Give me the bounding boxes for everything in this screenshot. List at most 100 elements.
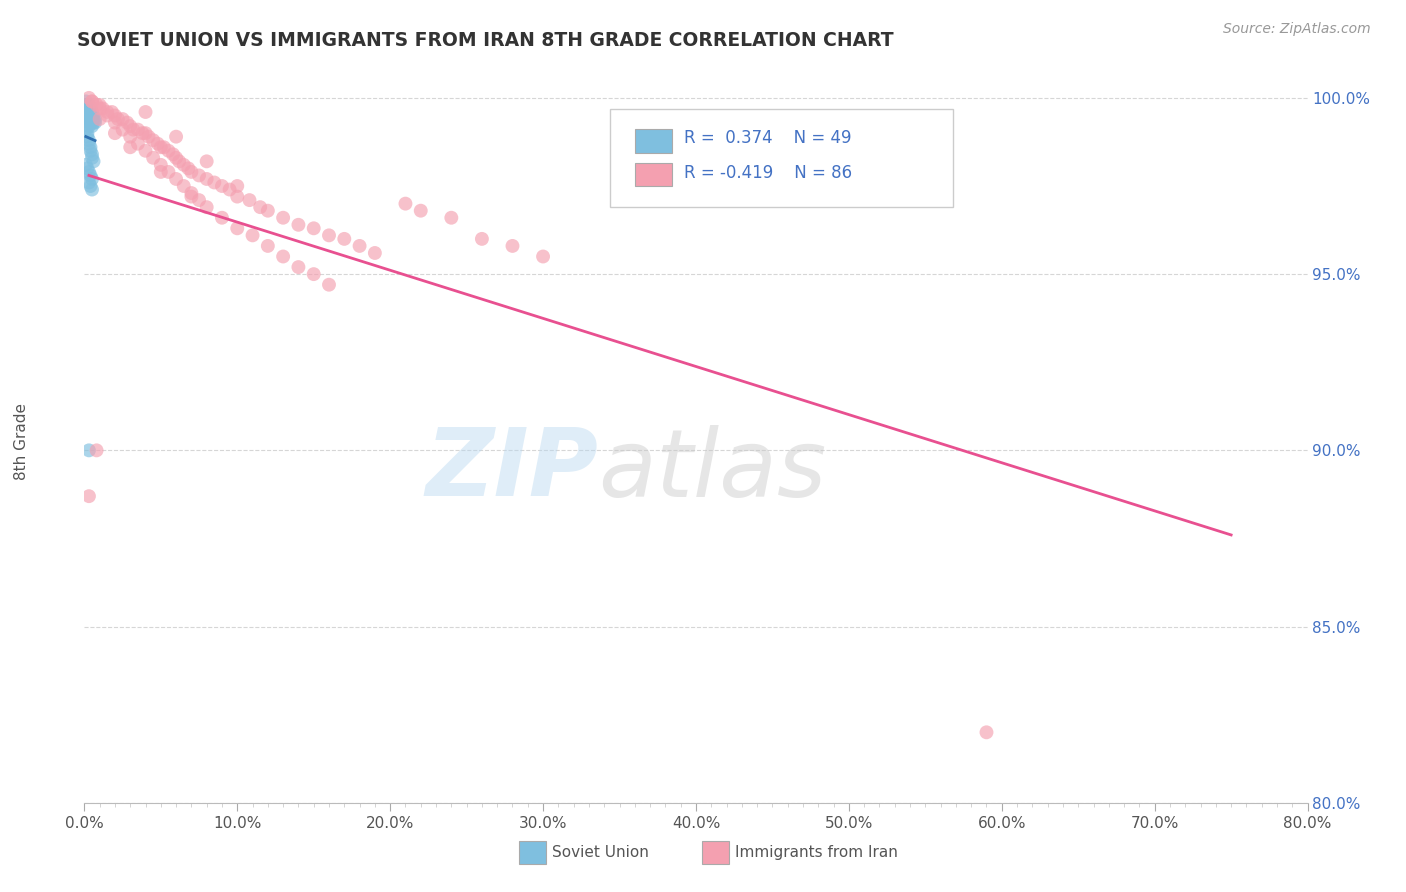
Point (83, 115, 105, 129)
Point (84, 112, 107, 126)
Point (167, 154, 190, 169)
Point (195, 172, 218, 186)
Text: R =  0.374    N = 49: R = 0.374 N = 49 (683, 129, 851, 147)
Point (162, 147, 184, 161)
Point (142, 133, 165, 147)
Point (79, 179, 101, 194)
Point (77, 109, 100, 123)
Point (75, 102, 97, 116)
Point (127, 136, 149, 151)
Point (195, 154, 218, 169)
Point (80, 105, 103, 120)
Point (976, 725, 998, 739)
Point (79, 105, 101, 120)
Point (80, 115, 103, 129)
Point (146, 136, 169, 151)
Point (77, 165, 100, 179)
Point (77, 136, 100, 151)
Point (80, 95, 103, 109)
Point (76, 105, 98, 120)
Point (75, 98, 97, 112)
FancyBboxPatch shape (610, 109, 953, 207)
Point (195, 200, 218, 214)
Point (77, 133, 100, 147)
Point (80, 147, 103, 161)
Point (83, 112, 105, 126)
Point (79, 115, 101, 129)
Point (76, 102, 98, 116)
Point (80, 119, 103, 133)
Point (333, 232, 356, 246)
Point (76, 112, 98, 126)
Text: R = -0.419    N = 86: R = -0.419 N = 86 (683, 164, 852, 182)
Point (80, 182, 103, 196)
Point (77, 119, 100, 133)
Point (149, 165, 172, 179)
Point (76, 98, 98, 112)
Point (101, 105, 124, 120)
Point (83, 154, 105, 169)
Point (80, 151, 103, 165)
Point (84, 115, 107, 129)
Point (157, 165, 180, 179)
Point (89, 112, 111, 126)
Point (177, 161, 200, 176)
Point (79, 102, 101, 116)
Point (77, 489, 100, 503)
Point (471, 232, 494, 246)
Point (135, 144, 157, 158)
Point (79, 169, 101, 183)
Point (76, 109, 98, 123)
Point (287, 218, 309, 232)
Text: Soviet Union: Soviet Union (551, 845, 648, 860)
Point (173, 179, 195, 194)
Point (77, 91, 100, 105)
Point (302, 221, 325, 235)
Point (242, 228, 264, 243)
Point (302, 267, 325, 281)
Point (111, 112, 134, 126)
Point (83, 109, 105, 123)
Point (76, 126, 98, 140)
Point (86, 98, 108, 112)
Point (86, 443, 108, 458)
Point (77, 176, 100, 190)
Point (104, 109, 127, 123)
Text: atlas: atlas (598, 425, 827, 516)
Point (257, 203, 280, 218)
Point (249, 200, 271, 214)
Point (111, 122, 134, 136)
Point (75, 158, 97, 172)
Point (409, 203, 432, 218)
Point (257, 239, 280, 253)
Point (188, 169, 211, 183)
Point (127, 122, 149, 136)
Point (80, 172, 103, 186)
Point (76, 161, 98, 176)
Point (89, 102, 111, 116)
Point (135, 126, 157, 140)
Point (96, 109, 118, 123)
Point (104, 126, 127, 140)
Point (188, 193, 211, 207)
Point (77, 443, 100, 458)
Point (89, 98, 111, 112)
Point (77, 115, 100, 129)
Point (271, 250, 294, 264)
Text: ZIP: ZIP (425, 425, 598, 516)
Point (77, 102, 100, 116)
Point (218, 182, 240, 196)
Point (77, 112, 100, 126)
Point (180, 165, 202, 179)
Bar (702, 841, 728, 864)
Point (80, 95, 103, 109)
Point (80, 112, 103, 126)
Bar (519, 841, 546, 864)
Point (238, 193, 260, 207)
Point (202, 176, 225, 190)
Point (149, 158, 172, 172)
Point (120, 119, 142, 133)
Text: SOVIET UNION VS IMMIGRANTS FROM IRAN 8TH GRADE CORRELATION CHART: SOVIET UNION VS IMMIGRANTS FROM IRAN 8TH… (77, 31, 894, 50)
Point (107, 112, 129, 126)
Point (142, 151, 165, 165)
